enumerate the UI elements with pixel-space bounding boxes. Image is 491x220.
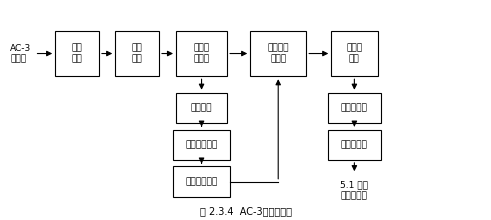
Bar [173,130,230,160]
Text: 比特分配: 比特分配 [191,103,212,112]
Bar [327,130,381,160]
Bar [115,31,159,76]
Text: 交叠加运算: 交叠加运算 [341,140,368,149]
Bar [55,31,99,76]
Text: AC-3
数据流: AC-3 数据流 [10,44,31,63]
Bar [331,31,378,76]
Text: 反频率
变换: 反频率 变换 [346,44,362,63]
Bar [176,31,227,76]
Bar [176,93,227,123]
Text: 固定小数
点变换: 固定小数 点变换 [268,44,289,63]
Text: 可变数据解调: 可变数据解调 [186,140,218,149]
Text: 固定数
据解调: 固定数 据解调 [193,44,210,63]
Bar [327,93,381,123]
Bar [250,31,306,76]
Bar [173,167,230,197]
Text: 窗函数处理: 窗函数处理 [341,103,368,112]
Text: 高频成分恢复: 高频成分恢复 [186,177,218,186]
Text: 图 2.3.4  AC-3解码器框图: 图 2.3.4 AC-3解码器框图 [199,206,292,216]
Text: 输入
缓冲: 输入 缓冲 [72,44,82,63]
Text: 误码
校正: 误码 校正 [132,44,142,63]
Text: 5.1 声道
环绕声输出: 5.1 声道 环绕声输出 [340,181,368,200]
